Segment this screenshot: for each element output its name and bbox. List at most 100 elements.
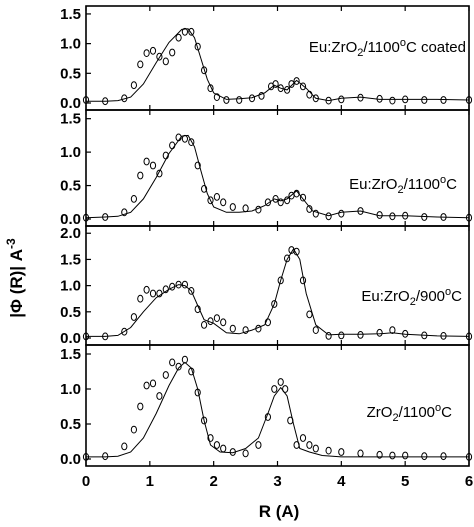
data-point — [242, 204, 249, 213]
data-point — [258, 92, 265, 100]
data-point — [376, 94, 383, 103]
data-point — [156, 392, 163, 400]
data-point — [143, 157, 150, 166]
y-axis-title-superscript: -3 — [4, 238, 18, 249]
data-point — [162, 285, 169, 294]
data-point — [299, 193, 307, 202]
y-tick-label: 0.0 — [60, 95, 81, 112]
data-point — [220, 318, 227, 327]
data-point — [312, 94, 319, 103]
data-point — [389, 451, 396, 460]
data-point — [271, 385, 278, 393]
data-point — [465, 213, 473, 222]
data-point — [130, 81, 137, 90]
data-point — [272, 80, 279, 88]
data-point — [121, 94, 128, 103]
x-tick-label: 1 — [146, 473, 154, 490]
data-point — [175, 362, 182, 371]
panel-label-superscript: o — [400, 37, 406, 49]
data-point — [299, 276, 307, 285]
panel-label-text: Eu:ZrO — [361, 288, 409, 305]
data-point — [169, 48, 176, 57]
x-axis-title: R (A) — [259, 502, 300, 521]
data-point — [248, 94, 256, 103]
data-point — [338, 331, 345, 340]
data-point — [312, 444, 319, 453]
x-axis: 0 1 2 3 4 5 6 — [82, 473, 473, 490]
y-tick-label: 2.0 — [60, 225, 81, 242]
data-point — [338, 95, 345, 104]
data-point — [220, 444, 227, 453]
y-tick-label: 0.0 — [60, 451, 81, 468]
data-point — [236, 96, 243, 104]
data-point — [376, 211, 383, 219]
data-point — [213, 193, 220, 201]
panel-4: 0.0 0.5 1.0 1.5 ZrO2/1100oC — [60, 344, 473, 468]
panel-label-superscript: o — [435, 402, 441, 414]
data-point — [299, 434, 307, 442]
panel-2: 0.0 0.5 1.0 1.5 Eu:ZrO2/1100oC — [60, 109, 473, 228]
data-point — [201, 185, 208, 193]
x-tick-label: 2 — [209, 473, 217, 490]
data-point — [181, 280, 188, 289]
y-tick-label: 0.5 — [60, 65, 81, 82]
data-point — [264, 318, 271, 327]
panel-label: Eu:ZrO2/1100oC — [349, 174, 457, 196]
data-point — [169, 141, 176, 150]
data-point — [242, 449, 249, 458]
panel-label-text: C — [441, 404, 452, 421]
panel-label-subscript: 2 — [397, 184, 403, 196]
data-point — [188, 27, 195, 36]
y-axis-title-text: |Φ (R)| A — [7, 249, 26, 318]
data-point — [312, 209, 319, 218]
data-point — [201, 416, 208, 425]
data-point — [421, 452, 428, 461]
data-point — [282, 385, 289, 393]
data-point — [213, 441, 220, 449]
x-tick-label: 4 — [337, 473, 346, 490]
data-point — [137, 171, 144, 180]
panel-label-text: C — [451, 288, 462, 305]
data-point — [357, 449, 364, 458]
data-point — [121, 442, 128, 451]
data-point — [137, 402, 144, 411]
data-point — [162, 151, 169, 160]
panel-label-superscript: o — [440, 174, 446, 186]
panel-3: 0.0 0.5 1.0 1.5 2.0 Eu:ZrO2/900oC — [60, 225, 473, 347]
panel-label-subscript: 2 — [392, 412, 398, 424]
data-point — [207, 317, 214, 326]
data-point — [137, 60, 144, 69]
data-point — [299, 82, 307, 91]
panel-label-text: /900 — [416, 288, 445, 305]
data-point — [213, 314, 220, 323]
data-point — [82, 453, 90, 461]
data-point — [389, 96, 396, 105]
data-point — [293, 247, 300, 256]
data-point — [255, 324, 262, 333]
x-tick-label: 5 — [401, 473, 409, 490]
y-tick-label: 0.0 — [60, 330, 81, 347]
data-point — [207, 84, 214, 93]
y-tick-label: 1.5 — [60, 251, 81, 268]
data-point — [213, 93, 220, 101]
data-point — [306, 205, 313, 213]
panel-label-text: /1100 — [404, 176, 440, 193]
panel-label-text: C coated — [406, 39, 466, 56]
svg-text:|Φ (R)| A-3: |Φ (R)| A-3 — [4, 238, 26, 318]
panel-label-text: Eu:ZrO — [309, 39, 357, 56]
data-point — [306, 310, 313, 319]
data-point — [194, 161, 201, 170]
data-point — [201, 66, 208, 75]
data-point — [242, 326, 249, 335]
data-point — [194, 305, 201, 314]
data-point — [169, 358, 176, 367]
data-point — [338, 448, 345, 456]
panel-frame — [85, 5, 470, 111]
data-point — [121, 327, 128, 336]
data-point — [402, 95, 409, 104]
data-point — [255, 205, 262, 214]
data-point — [181, 27, 188, 36]
panel-label-superscript: o — [445, 286, 451, 298]
chart-panels: 0.00.51.01.5Eu:ZrO2/1100oC coated0.00.51… — [60, 5, 473, 468]
